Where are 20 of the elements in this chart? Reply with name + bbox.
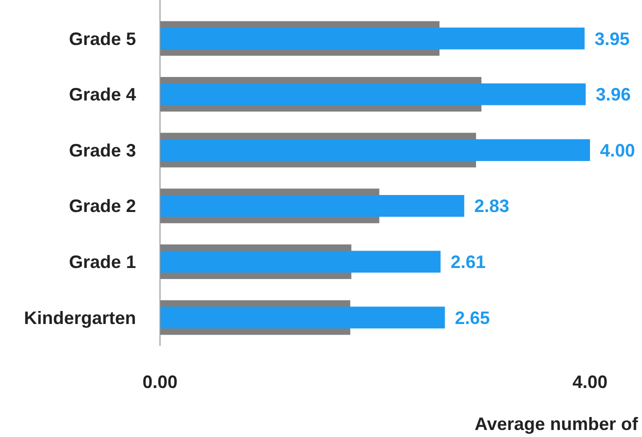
data-label: 2.83: [474, 196, 510, 216]
bar: [160, 306, 445, 328]
bar: [160, 139, 590, 161]
bar: [160, 83, 586, 106]
y-tick-label: Grade 1: [68, 252, 136, 272]
data-label: 2.61: [450, 252, 486, 272]
data-label: 2.65: [454, 308, 490, 328]
y-tick-label: Grade 3: [68, 140, 136, 160]
bar: [160, 195, 464, 217]
y-tick-label: Kindergarten: [24, 308, 136, 328]
data-label: 3.95: [594, 28, 630, 49]
bar: [160, 28, 585, 50]
data-label: 4.00: [600, 140, 636, 160]
x-axis-title: Average number of: [474, 414, 639, 434]
bar: [160, 250, 441, 273]
y-tick-label: Grade 4: [68, 84, 136, 105]
data-label: 3.96: [596, 84, 631, 105]
y-tick-label: Grade 2: [68, 196, 136, 216]
x-tick-label: 0.00: [142, 372, 178, 392]
y-tick-label: Grade 5: [68, 28, 136, 49]
